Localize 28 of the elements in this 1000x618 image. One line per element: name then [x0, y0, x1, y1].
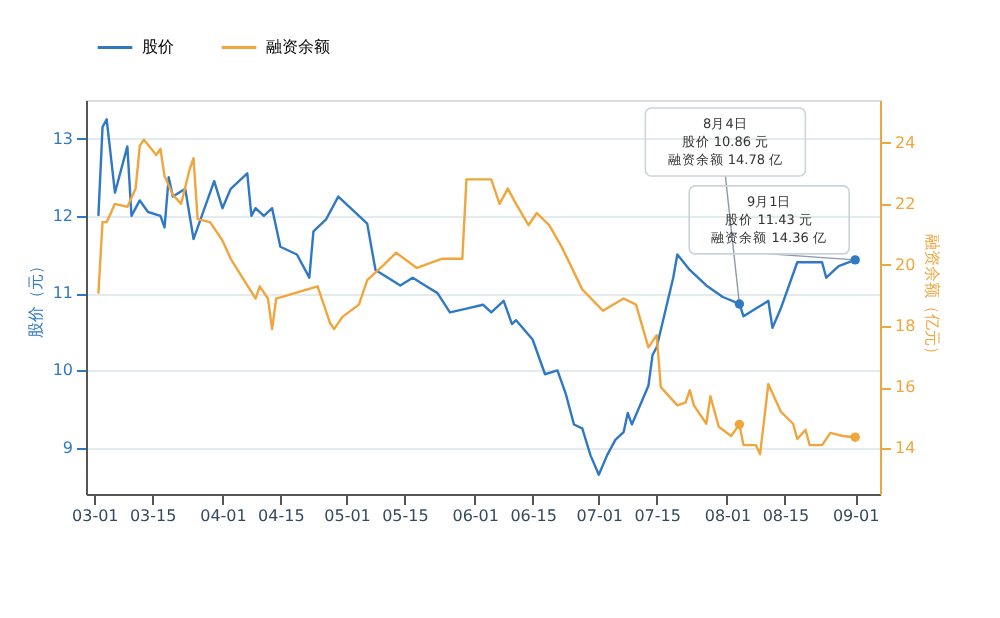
- y2-tick-label: 14: [895, 439, 916, 458]
- y-tick-label: 13: [52, 129, 73, 148]
- y2-tick-label: 22: [895, 194, 916, 213]
- x-tick-label: 08-01: [704, 507, 752, 525]
- x-tick-label: 04-01: [200, 507, 247, 525]
- x-tick-label: 05-15: [382, 507, 429, 525]
- y-tick-label: 9: [62, 438, 73, 457]
- x-tick-label: 09-01: [832, 507, 880, 525]
- x-tick-label: 05-01: [324, 507, 371, 525]
- legend-label: 融资余额: [266, 37, 330, 56]
- x-tick-label: 06-15: [510, 507, 557, 525]
- y2-tick-label: 20: [895, 255, 916, 274]
- y-tick-label: 10: [52, 361, 73, 380]
- y2-tick-label: 18: [895, 317, 916, 336]
- y2-tick-label: 24: [895, 133, 916, 152]
- y2-axis-title: 融资余额（亿元）: [923, 234, 942, 362]
- x-tick-label: 06-01: [452, 507, 499, 525]
- legend-label: 股价: [142, 37, 174, 56]
- x-tick-label: 07-01: [576, 507, 624, 525]
- x-tick-label: 03-15: [129, 507, 177, 525]
- y2-tick-label: 16: [895, 378, 916, 397]
- x-tick-label: 08-15: [762, 507, 810, 525]
- x-tick-label: 07-15: [634, 507, 681, 525]
- y-tick-label: 11: [52, 284, 73, 303]
- y-axis-title: 股价（元）: [26, 258, 45, 338]
- x-tick-label: 03-01: [72, 507, 119, 525]
- y-tick-label: 12: [52, 206, 73, 225]
- x-tick-label: 04-15: [258, 507, 305, 525]
